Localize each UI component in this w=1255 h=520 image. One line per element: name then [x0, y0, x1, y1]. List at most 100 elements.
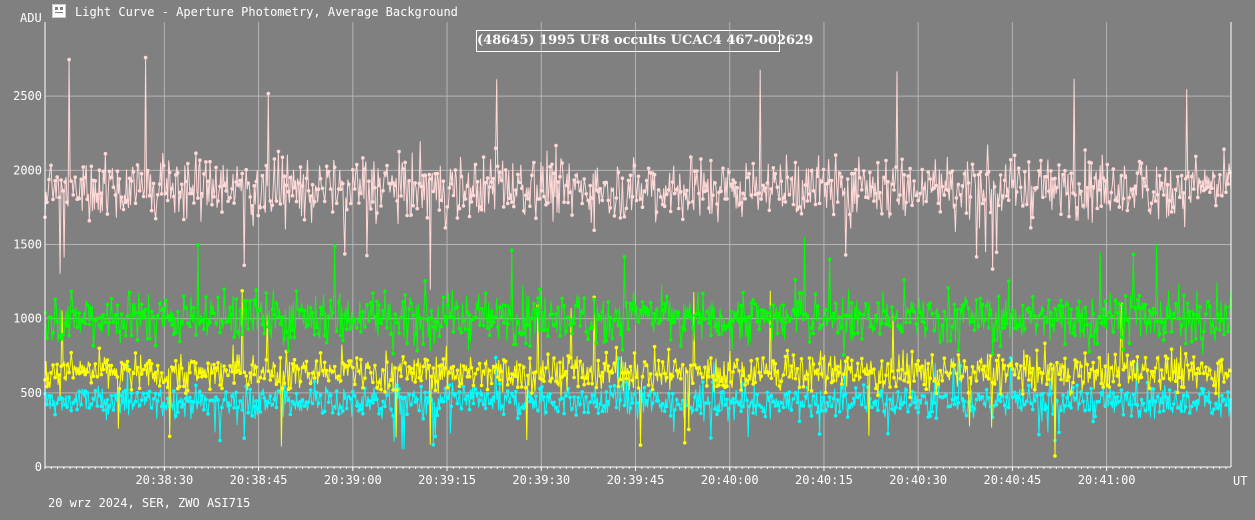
- data-point: [1109, 366, 1114, 370]
- data-point: [823, 408, 828, 413]
- data-point: [628, 406, 633, 410]
- data-point: [334, 329, 339, 334]
- data-point: [487, 368, 492, 373]
- data-point: [592, 400, 596, 404]
- data-point: [437, 208, 442, 212]
- data-point: [940, 184, 945, 189]
- data-point: [367, 179, 371, 183]
- data-point: [576, 384, 580, 389]
- data-point: [411, 203, 416, 208]
- data-point: [427, 316, 432, 320]
- data-point: [1004, 373, 1009, 377]
- data-point: [447, 383, 452, 388]
- data-point: [264, 291, 269, 295]
- data-point: [306, 371, 311, 376]
- data-point: [316, 401, 321, 406]
- data-point: [292, 335, 297, 340]
- data-point: [614, 345, 619, 350]
- data-point: [341, 338, 345, 343]
- data-point: [763, 186, 768, 190]
- data-point: [668, 338, 673, 342]
- data-point: [874, 386, 878, 391]
- data-point: [1212, 383, 1216, 388]
- data-point: [988, 210, 993, 215]
- data-point: [544, 410, 548, 415]
- data-point: [1091, 360, 1095, 365]
- data-point: [972, 328, 977, 333]
- data-point: [854, 167, 858, 172]
- data-point: [578, 402, 582, 407]
- data-point: [246, 410, 250, 415]
- data-point: [664, 294, 669, 299]
- data-point: [807, 404, 812, 408]
- data-point: [759, 405, 763, 409]
- data-point: [127, 368, 132, 372]
- data-point: [328, 187, 333, 191]
- data-point: [584, 192, 588, 196]
- data-point: [779, 400, 784, 405]
- data-point: [465, 310, 470, 314]
- data-point: [556, 381, 560, 386]
- data-point: [534, 307, 538, 312]
- data-point: [757, 370, 761, 375]
- data-point: [481, 369, 486, 374]
- data-point: [1002, 326, 1007, 330]
- data-point: [182, 294, 186, 299]
- data-point: [755, 392, 759, 397]
- data-point: [1037, 169, 1041, 173]
- data-point: [208, 387, 212, 392]
- data-point: [1008, 312, 1013, 317]
- data-point: [630, 307, 635, 312]
- data-point: [898, 406, 902, 411]
- data-point: [475, 179, 480, 184]
- data-point: [598, 402, 603, 406]
- data-point: [908, 403, 912, 407]
- data-point: [683, 327, 687, 332]
- data-point: [1095, 206, 1099, 211]
- data-point: [359, 191, 363, 195]
- data-point: [465, 394, 470, 398]
- data-point: [282, 381, 287, 386]
- data-point: [489, 180, 494, 184]
- data-point: [351, 389, 355, 394]
- data-point: [67, 57, 71, 62]
- data-point: [1157, 379, 1162, 383]
- data-point: [355, 162, 359, 167]
- data-point: [226, 373, 230, 378]
- data-point: [503, 359, 508, 364]
- data-point: [338, 187, 343, 191]
- data-point: [982, 364, 987, 369]
- data-point: [1149, 311, 1154, 315]
- data-point: [924, 199, 928, 204]
- data-point: [417, 181, 422, 186]
- data-point: [318, 176, 323, 181]
- data-point: [664, 404, 669, 409]
- data-point: [679, 376, 683, 381]
- data-point: [733, 180, 737, 185]
- data-point: [992, 382, 997, 386]
- data-point: [640, 205, 645, 209]
- data-point: [178, 400, 182, 404]
- data-point: [986, 395, 991, 400]
- data-point: [548, 392, 552, 396]
- data-point: [514, 389, 518, 394]
- data-point: [1147, 399, 1152, 404]
- data-point: [336, 412, 341, 416]
- data-point: [190, 313, 194, 318]
- data-point: [914, 405, 918, 410]
- data-point: [1014, 362, 1019, 367]
- data-point: [552, 171, 556, 175]
- data-point: [294, 364, 299, 368]
- data-point: [628, 173, 633, 178]
- data-point: [1087, 350, 1091, 354]
- data-point: [214, 395, 218, 399]
- data-point: [61, 332, 65, 337]
- data-point: [735, 400, 739, 404]
- data-point: [775, 403, 780, 408]
- data-point: [906, 174, 910, 178]
- data-point: [1037, 366, 1041, 371]
- data-point: [1000, 194, 1005, 198]
- data-point: [747, 314, 751, 319]
- data-point: [228, 195, 232, 200]
- data-point: [1023, 366, 1027, 371]
